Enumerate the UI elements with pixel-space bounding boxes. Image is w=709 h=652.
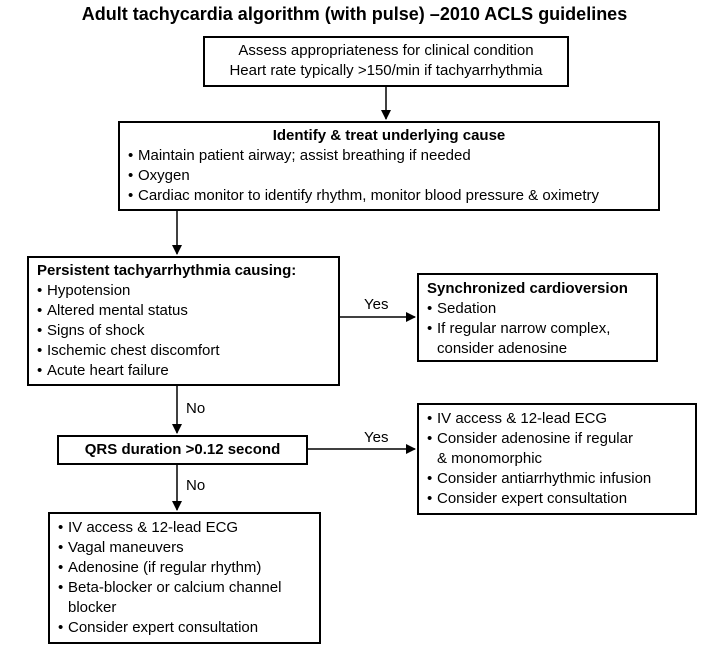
cardioversion-heading: Synchronized cardioversion (427, 280, 628, 297)
list-item: IV access & 12-lead ECG (427, 409, 695, 429)
list-item-text: If regular narrow complex, (437, 320, 611, 337)
list-item: Signs of shock (37, 321, 338, 341)
list-item: If regular narrow complex, consider aden… (427, 319, 656, 359)
list-item: Altered mental status (37, 301, 338, 321)
list-item: Consider expert consultation (427, 489, 695, 509)
list-item-text: Consider adenosine if regular (437, 430, 633, 447)
list-item: Sedation (427, 299, 656, 319)
list-item-continuation: blocker (68, 599, 117, 616)
list-item: Cardiac monitor to identify rhythm, moni… (128, 186, 658, 206)
persistent-tachyarrhythmia-box: Persistent tachyarrhythmia causing: Hypo… (27, 256, 340, 386)
identify-list: Maintain patient airway; assist breathin… (128, 146, 658, 206)
narrow-qrs-list: IV access & 12-lead ECG Vagal maneuvers … (58, 518, 319, 638)
list-item: Ischemic chest discomfort (37, 341, 338, 361)
identify-heading: Identify & treat underlying cause (272, 127, 506, 144)
list-item: Beta-blocker or calcium channel blocker (58, 578, 319, 618)
list-item: Maintain patient airway; assist breathin… (128, 146, 658, 166)
list-item-continuation: consider adenosine (437, 340, 568, 357)
list-item: Consider adenosine if regular & monomorp… (427, 429, 695, 469)
no-label-qrs: No (186, 400, 206, 417)
list-item-continuation: & monomorphic (437, 450, 543, 467)
list-item: Consider expert consultation (58, 618, 319, 638)
diagram-title: Adult tachycardia algorithm (with pulse)… (81, 4, 628, 24)
list-item: Vagal maneuvers (58, 538, 319, 558)
assess-box: Assess appropriateness for clinical cond… (203, 36, 569, 87)
qrs-duration-box: QRS duration >0.12 second (57, 435, 308, 465)
persistent-list: Hypotension Altered mental status Signs … (37, 281, 338, 381)
list-item: IV access & 12-lead ECG (58, 518, 319, 538)
persistent-heading: Persistent tachyarrhythmia causing: (37, 262, 297, 279)
cardioversion-list: Sedation If regular narrow complex, cons… (427, 299, 656, 359)
identify-treat-box: Identify & treat underlying cause Mainta… (118, 121, 660, 211)
assess-line-2: Heart rate typically >150/min if tachyar… (229, 62, 543, 79)
list-item-text: Beta-blocker or calcium channel (68, 579, 282, 596)
list-item: Oxygen (128, 166, 658, 186)
assess-line-1: Assess appropriateness for clinical cond… (238, 42, 534, 59)
synchronized-cardioversion-box: Synchronized cardioversion Sedation If r… (417, 273, 658, 362)
no-label-narrow: No (186, 477, 206, 494)
list-item: Hypotension (37, 281, 338, 301)
list-item: Consider antiarrhythmic infusion (427, 469, 695, 489)
yes-label-cardioversion: Yes (364, 296, 389, 313)
narrow-qrs-management-box: IV access & 12-lead ECG Vagal maneuvers … (48, 512, 321, 644)
wide-qrs-management-box: IV access & 12-lead ECG Consider adenosi… (417, 403, 697, 515)
qrs-label: QRS duration >0.12 second (84, 441, 281, 458)
wide-qrs-list: IV access & 12-lead ECG Consider adenosi… (427, 409, 695, 509)
list-item: Acute heart failure (37, 361, 338, 381)
list-item: Adenosine (if regular rhythm) (58, 558, 319, 578)
yes-label-wide: Yes (364, 429, 389, 446)
